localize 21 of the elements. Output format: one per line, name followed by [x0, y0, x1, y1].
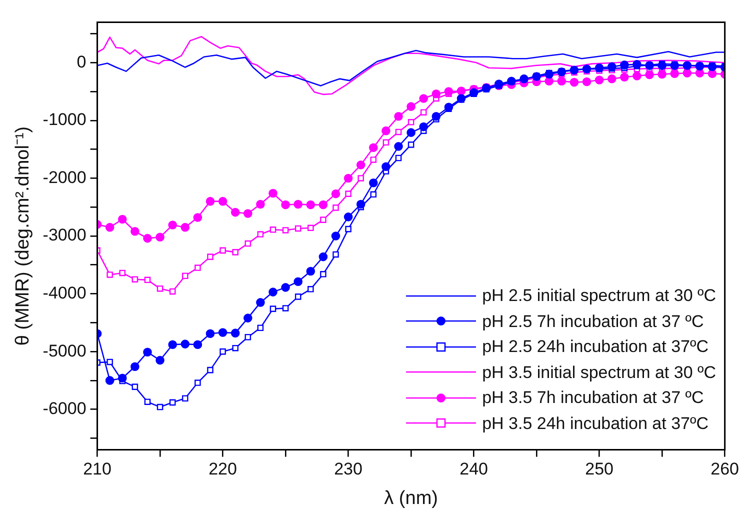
x-tick-label: 250: [585, 460, 614, 479]
y-tick-label: -6000: [42, 399, 86, 418]
legend-label: pH 2.5 initial spectrum at 30 ºC: [482, 285, 716, 307]
x-tick-label: 230: [334, 460, 362, 479]
y-tick-label: -1000: [42, 110, 86, 130]
x-axis-title: λ (nm): [384, 488, 438, 509]
legend-label: pH 3.5 7h incubation at 37 ºC: [482, 387, 704, 409]
legend-label: pH 3.5 initial spectrum at 30 ºC: [482, 362, 716, 384]
legend-label: pH 3.5 24h incubation at 37ºC: [482, 412, 708, 434]
x-tick-label: 260: [710, 460, 740, 479]
x-tick-label: 210: [83, 460, 112, 479]
y-tick-label: 0: [76, 52, 86, 72]
legend-label: pH 2.5 7h incubation at 37 ºC: [482, 310, 704, 332]
y-tick-label: -5000: [42, 341, 86, 360]
legend-label: pH 2.5 24h incubation at 37ºC: [482, 336, 708, 358]
y-tick-label: -4000: [42, 283, 86, 302]
x-tick-label: 220: [208, 460, 237, 479]
y-tick-label: -2000: [42, 168, 86, 187]
y-tick-label: -3000: [42, 226, 86, 245]
y-axis-title: θ (MMR) (deg.cm².dmol⁻¹): [12, 126, 34, 346]
x-tick-label: 240: [460, 460, 488, 479]
